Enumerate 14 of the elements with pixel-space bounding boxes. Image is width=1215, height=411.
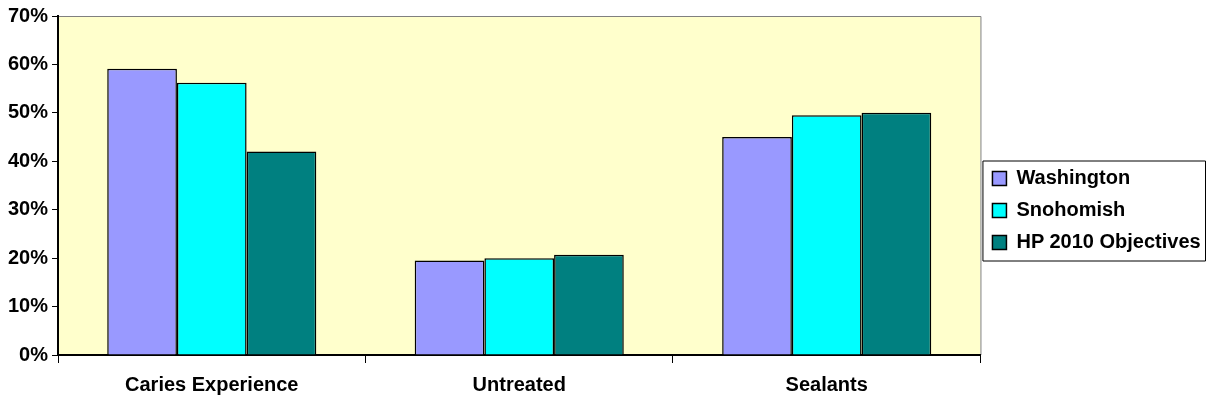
legend-label: Washington: [1016, 166, 1131, 189]
legend-label: HP 2010 Objectives: [1016, 230, 1201, 253]
y-tick-label: 40%: [8, 148, 49, 171]
y-tick-label: 50%: [8, 100, 49, 123]
legend-label: Snohomish: [1016, 198, 1126, 221]
x-tick-label: Untreated: [472, 372, 566, 395]
y-tick-label: 60%: [8, 51, 49, 74]
y-tick-label: 20%: [8, 245, 49, 268]
x-tick-label: Caries Experience: [125, 372, 299, 395]
x-tick-label: Sealants: [785, 372, 868, 395]
y-tick-label: 10%: [8, 294, 49, 317]
y-tick-label: 70%: [8, 3, 49, 26]
y-tick-label: 0%: [19, 342, 49, 365]
y-tick-label: 30%: [8, 197, 49, 220]
